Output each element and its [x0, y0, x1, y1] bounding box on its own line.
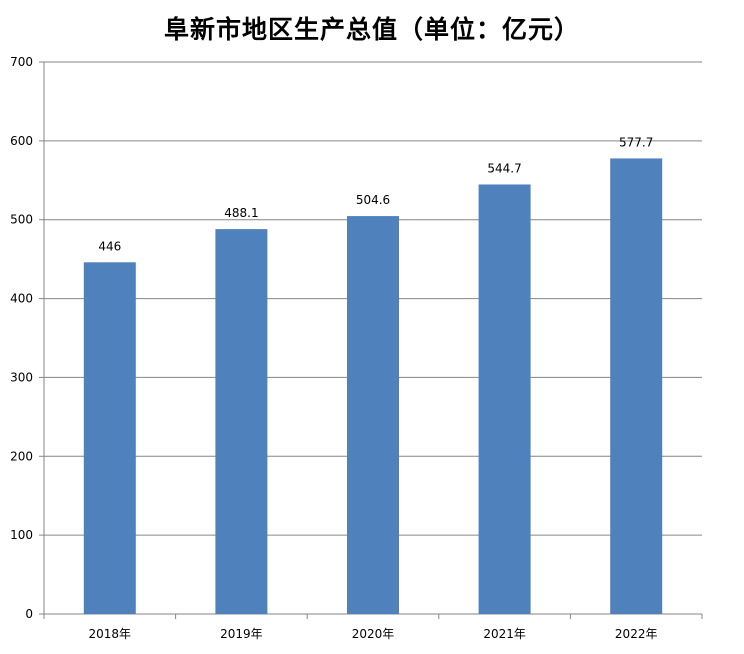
- chart-title: 阜新市地区生产总值（单位：亿元）: [163, 15, 580, 44]
- labels: 0 100 200 300 400 500 600 700 446 2018年 488.1 2019年…: [10, 55, 657, 641]
- data-label: 504.6: [356, 193, 390, 207]
- bar: [610, 158, 663, 614]
- data-label: 488.1: [224, 206, 258, 220]
- y-tick-label: 400: [10, 292, 33, 306]
- data-label: 577.7: [619, 135, 653, 149]
- y-tick-label: 300: [10, 370, 33, 384]
- y-tick-label: 700: [10, 55, 33, 69]
- bar: [478, 184, 531, 614]
- x-tick-label: 2020年: [352, 627, 395, 641]
- x-tick-label: 2019年: [220, 627, 263, 641]
- bar: [83, 262, 136, 614]
- bar: [347, 216, 399, 614]
- data-label: 544.7: [487, 161, 521, 175]
- x-tick-label: 2021年: [483, 627, 526, 641]
- x-tick-label: 2018年: [89, 627, 132, 641]
- y-tick-label: 500: [10, 213, 33, 227]
- y-tick-label: 600: [10, 134, 33, 148]
- bar: [215, 229, 268, 615]
- y-tick-label: 100: [10, 528, 33, 542]
- y-tick-label: 200: [10, 449, 33, 463]
- data-label: 446: [98, 239, 121, 253]
- y-tick-label: 0: [25, 607, 33, 621]
- bars: [83, 158, 663, 615]
- x-tick-label: 2022年: [615, 627, 658, 641]
